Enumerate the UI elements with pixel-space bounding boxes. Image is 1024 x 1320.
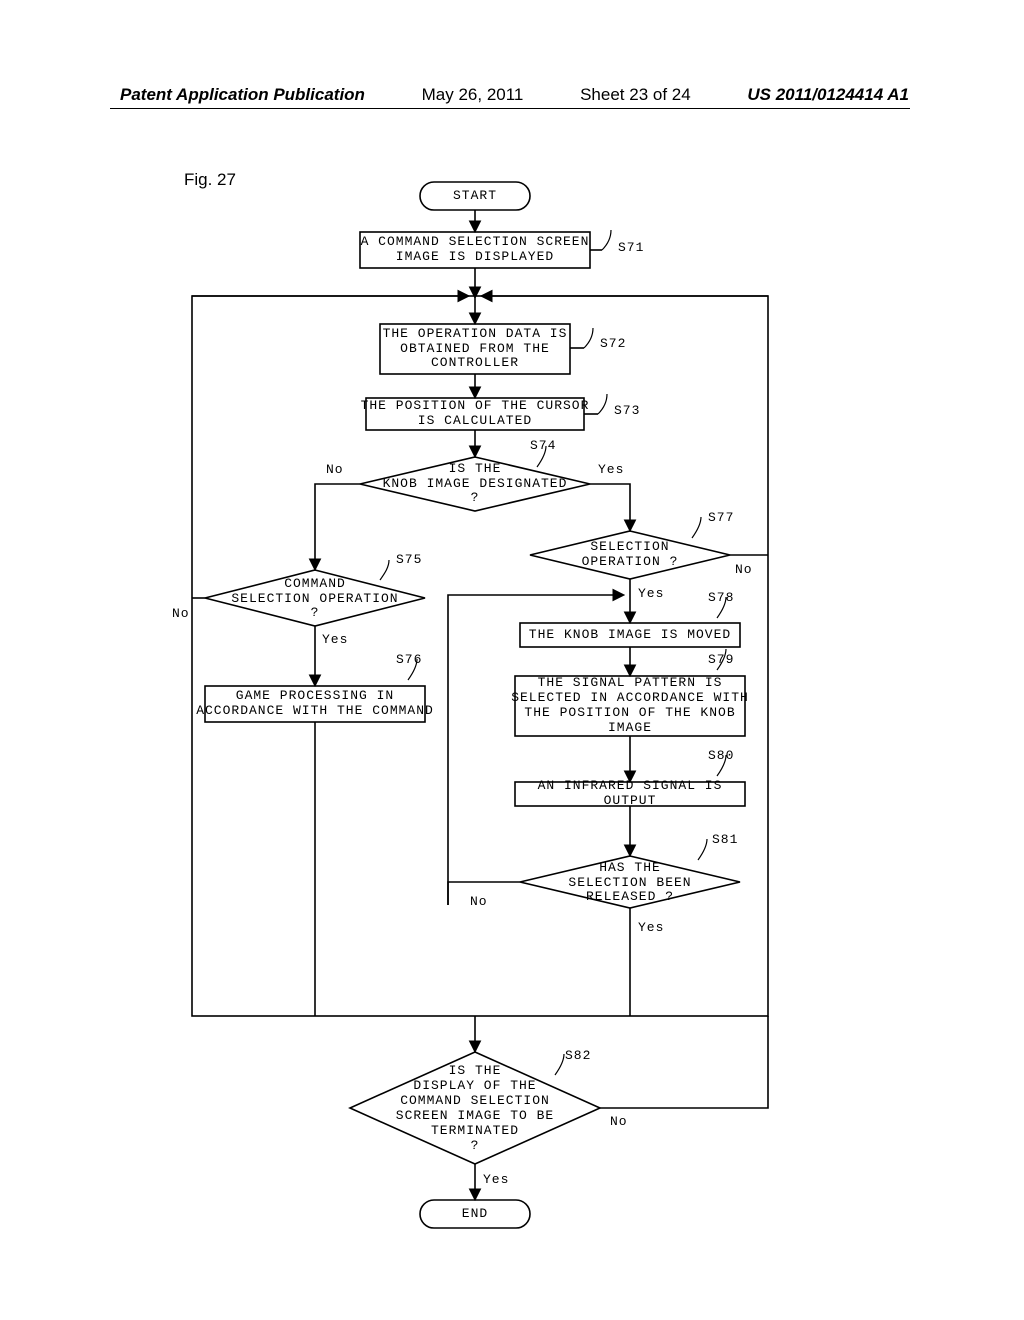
label-s80: S80 [708,748,734,763]
node-s73: THE POSITION OF THE CURSOR IS CALCULATED [366,398,584,430]
label-s82: S82 [565,1048,591,1063]
label-s79: S79 [708,652,734,667]
label-s75: S75 [396,552,422,567]
pub-title: Patent Application Publication [120,85,365,105]
node-s82: IS THE DISPLAY OF THE COMMAND SELECTION … [385,1062,565,1156]
no-branch-s81: No [470,894,488,909]
node-s80: AN INFRARED SIGNAL IS OUTPUT [515,782,745,806]
yes-branch-s75: Yes [322,632,348,647]
pub-date: May 26, 2011 [422,85,524,105]
label-s78: S78 [708,590,734,605]
node-s76: GAME PROCESSING IN ACCORDANCE WITH THE C… [205,686,425,722]
node-s72: THE OPERATION DATA IS OBTAINED FROM THE … [380,324,570,374]
pub-number: US 2011/0124414 A1 [747,85,909,105]
yes-branch-s81: Yes [638,920,664,935]
node-start: START [420,182,530,210]
page-header: Patent Application Publication May 26, 2… [0,85,1024,105]
node-s81: HAS THE SELECTION BEEN RELEASED ? [548,860,712,906]
node-s78: THE KNOB IMAGE IS MOVED [520,623,740,647]
sheet-number: Sheet 23 of 24 [580,85,691,105]
yes-branch-s77: Yes [638,586,664,601]
no-branch-s77: No [735,562,753,577]
node-s79: THE SIGNAL PATTERN IS SELECTED IN ACCORD… [515,676,745,736]
no-branch-s75: No [172,606,190,621]
label-s77: S77 [708,510,734,525]
label-s76: S76 [396,652,422,667]
label-s74: S74 [530,438,556,453]
no-branch-s82: No [610,1114,628,1129]
flowchart-diagram: START A COMMAND SELECTION SCREEN IMAGE I… [170,180,790,1250]
label-s81: S81 [712,832,738,847]
node-s71: A COMMAND SELECTION SCREEN IMAGE IS DISP… [360,232,590,268]
node-s75: COMMAND SELECTION OPERATION ? [225,574,405,624]
label-s73: S73 [614,403,640,418]
yes-branch-s82: Yes [483,1172,509,1187]
node-s74: IS THE KNOB IMAGE DESIGNATED ? [380,458,570,510]
node-s77: SELECTION OPERATION ? [552,536,708,574]
yes-branch-s74: Yes [598,462,624,477]
label-s71: S71 [618,240,644,255]
no-branch-s74: No [326,462,344,477]
label-s72: S72 [600,336,626,351]
header-rule [110,108,910,109]
node-end: END [420,1200,530,1228]
